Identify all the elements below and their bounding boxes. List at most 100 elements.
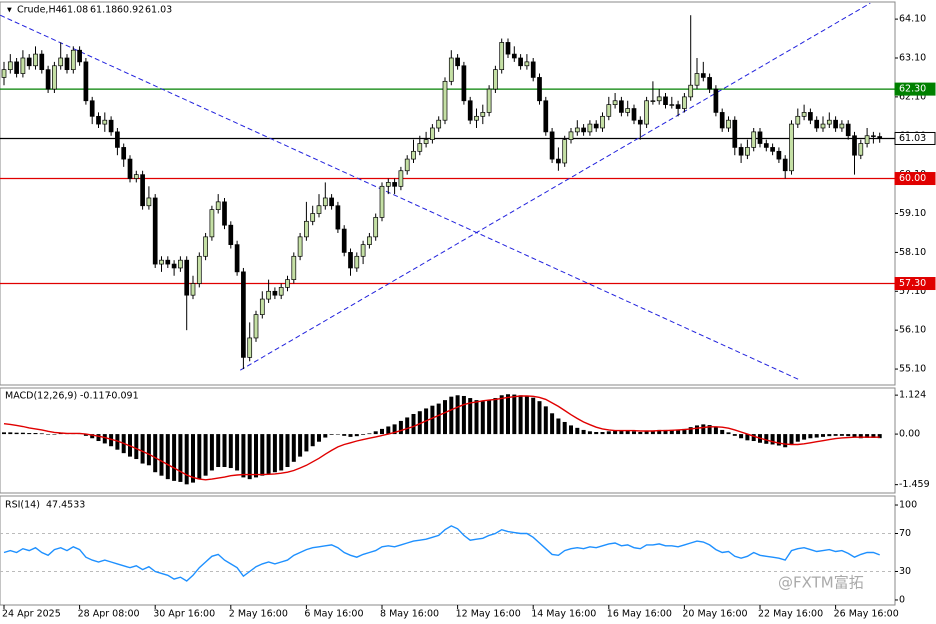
macd-bar	[329, 434, 334, 435]
chart-icon: ▾	[7, 5, 12, 16]
y-tick-label: 63.10	[899, 52, 926, 63]
candle-body	[511, 53, 517, 59]
macd-bar	[46, 434, 51, 435]
macd-bar	[83, 434, 88, 436]
candle-body	[140, 174, 145, 207]
macd-bar	[613, 430, 618, 435]
y-tick-label: 56.10	[899, 325, 926, 336]
candle-body	[801, 112, 807, 117]
macd-bar	[247, 434, 252, 480]
candle-body	[707, 77, 712, 90]
macd-bar	[720, 429, 725, 435]
candle-body	[808, 112, 813, 121]
candle-body	[259, 298, 265, 315]
candle-body	[556, 158, 561, 164]
candle-body	[814, 119, 820, 129]
candle-body	[385, 182, 391, 187]
macd-bar	[562, 421, 567, 435]
open-value: 61.08	[61, 5, 88, 16]
macd-bar	[669, 429, 674, 435]
macd-bar	[575, 427, 580, 435]
candle-body	[360, 244, 366, 257]
macd-bar	[814, 434, 819, 438]
candle-body	[543, 100, 549, 133]
candle-body	[852, 135, 857, 156]
candle-body	[228, 224, 234, 245]
macd-bar	[512, 394, 517, 435]
x-tick-label: 20 May 16:00	[682, 609, 747, 620]
macd-bar	[386, 426, 391, 435]
candle-body	[568, 131, 574, 140]
macd-bar	[405, 417, 410, 435]
candle-body	[171, 263, 177, 269]
macd-bar	[153, 434, 158, 473]
candle-body	[152, 197, 158, 265]
candle-body	[675, 104, 681, 109]
macd-bar	[732, 434, 737, 436]
macd-bar	[713, 427, 718, 435]
macd-bar	[354, 434, 359, 437]
x-tick-label: 14 May 16:00	[531, 609, 596, 620]
macd-bar	[216, 434, 221, 468]
macd-bar	[695, 425, 699, 435]
candle-body	[833, 119, 838, 129]
rsi-value: 47.4533	[46, 500, 85, 511]
candle-body	[392, 182, 397, 187]
macd-bar	[279, 434, 284, 471]
candle-body	[222, 201, 227, 226]
candle-body	[871, 135, 876, 137]
candle-body	[115, 131, 120, 148]
candle-body	[694, 73, 700, 86]
macd-bar	[109, 434, 114, 447]
macd-bar	[499, 395, 504, 435]
macd-bar	[20, 432, 25, 435]
macd-bar	[839, 434, 844, 436]
macd-bar	[739, 434, 744, 439]
macd-bar	[254, 434, 258, 478]
candle-body	[7, 61, 13, 71]
macd-bar	[556, 418, 561, 435]
macd-bar	[342, 434, 347, 436]
candle-body	[108, 119, 114, 133]
candle-body	[631, 108, 637, 121]
candle-body	[795, 115, 801, 125]
candle-body	[757, 131, 763, 144]
watermark: @FXTM富拓	[778, 574, 864, 592]
y-tick-label: 1.124	[899, 390, 926, 401]
candle-body	[455, 57, 460, 67]
macd-bar	[455, 395, 460, 435]
candle-body	[549, 131, 555, 160]
macd-bar	[373, 431, 378, 435]
y-tick-label: 70	[899, 528, 911, 539]
candle-body	[474, 115, 479, 121]
level-label-box	[894, 82, 936, 96]
macd-bar	[203, 434, 208, 476]
y-tick-label: 55.10	[899, 364, 926, 375]
candle-body	[524, 61, 530, 67]
macd-bar	[474, 400, 479, 435]
candle-body	[625, 108, 631, 113]
y-tick-label: 59.10	[899, 208, 926, 219]
macd-bar	[361, 434, 366, 435]
macd-bar	[191, 434, 195, 483]
candle-body	[682, 96, 687, 109]
candle-body	[461, 65, 467, 102]
level-label: 60.00	[899, 173, 926, 184]
macd-bar	[241, 434, 246, 478]
x-tick-label: 24 Apr 2025	[2, 609, 61, 620]
macd-bar	[877, 434, 882, 439]
candle-body	[266, 290, 271, 300]
candle-body	[146, 197, 152, 207]
candle-body	[70, 49, 76, 71]
candle-body	[436, 119, 442, 129]
candle-body	[417, 143, 423, 152]
main-layer	[0, 2, 895, 381]
macd-signal-line	[3, 395, 880, 481]
candle-body	[367, 236, 372, 245]
macd-bar	[663, 429, 668, 435]
candle-body	[398, 170, 404, 187]
y-tick-label: 30	[899, 566, 911, 577]
macd-bar	[600, 432, 605, 435]
macd-bar	[751, 434, 756, 442]
